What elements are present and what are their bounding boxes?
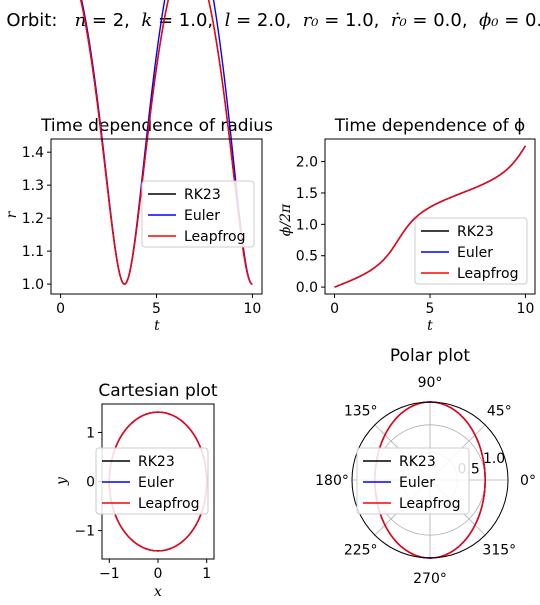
phi-ytick-label: 2.0 xyxy=(296,155,318,171)
legend-label-rk23: RK23 xyxy=(457,224,494,240)
polar-angle-label: 135° xyxy=(344,404,378,420)
param-symbol: n xyxy=(75,10,87,31)
polar-angle-label: 225° xyxy=(344,542,378,558)
radius-plot: Time dependence of radius 0 5 10 1.0 1.1 1.2 1… xyxy=(4,0,273,334)
radius-xtick-label: 5 xyxy=(152,301,161,317)
legend-label-leapfrog: Leapfrog xyxy=(457,266,518,282)
cartesian-ytick-label: −1 xyxy=(74,524,95,540)
phi-ytick-label: 0.5 xyxy=(296,249,318,265)
param-symbol: k xyxy=(141,10,152,31)
radius-plot-title: Time dependence of radius xyxy=(40,116,273,136)
phi-series-leapfrog xyxy=(334,145,527,288)
legend-box xyxy=(356,447,470,515)
polar-plot-title: Polar plot xyxy=(390,346,470,366)
legend-label-euler: Euler xyxy=(399,475,435,491)
radius-plot-ylabel: r xyxy=(4,210,20,218)
radius-series-leapfrog xyxy=(80,0,253,285)
cartesian-xtick-label: 1 xyxy=(202,566,211,582)
phi-plot: Time dependence of ϕ 0 5 10 0.0 0.5 1.0 1.5 2.0… xyxy=(278,116,536,334)
phi-ytick-label: 1.0 xyxy=(296,217,318,233)
legend-box xyxy=(414,217,528,285)
legend-label-leapfrog: Leapfrog xyxy=(184,229,245,245)
figure-title: Orbit: n = 2, k = 1.0, l = 2.0, r₀ = 1.0… xyxy=(6,10,540,31)
cartesian-plot: Cartesian plot −1 0 1 −1 0 1 x y RK23 Euler Lea… xyxy=(54,381,218,600)
cartesian-xtick-label: 0 xyxy=(154,566,163,582)
legend-box xyxy=(141,180,255,248)
cartesian-plot-legend: RK23 Euler Leapfrog xyxy=(95,447,209,515)
param-symbol: ṙ₀ xyxy=(391,10,407,31)
param-symbol: r₀ xyxy=(303,10,319,31)
legend-label-euler: Euler xyxy=(184,208,220,224)
cartesian-plot-title: Cartesian plot xyxy=(98,381,217,401)
phi-plot-xlabel: t xyxy=(427,318,433,334)
cartesian-plot-ylabel: y xyxy=(54,476,70,486)
polar-angle-label: 0° xyxy=(520,473,536,489)
polar-angle-label: 315° xyxy=(482,542,516,558)
legend-label-rk23: RK23 xyxy=(138,454,175,470)
polar-angle-label: 180° xyxy=(315,473,349,489)
phi-ytick-label: 1.5 xyxy=(296,186,318,202)
legend-label-leapfrog: Leapfrog xyxy=(138,496,199,512)
polar-angle-label: 45° xyxy=(487,404,512,420)
cartesian-xtick-label: −1 xyxy=(99,566,120,582)
radius-plot-xlabel: t xyxy=(154,318,160,334)
legend-label-euler: Euler xyxy=(457,245,493,261)
radius-plot-legend: RK23 Euler Leapfrog xyxy=(141,180,255,248)
phi-plot-ylabel: ϕ/2π xyxy=(278,203,294,236)
phi-xtick-label: 10 xyxy=(517,301,535,317)
phi-ytick-label: 0.0 xyxy=(296,280,318,296)
cartesian-plot-xlabel: x xyxy=(154,584,162,600)
polar-plot-legend: RK23 Euler Leapfrog xyxy=(356,447,470,515)
polar-angle-label: 270° xyxy=(413,571,447,587)
polar-plot: Polar plot 0°45°90°135°180°225°270°315°0… xyxy=(315,346,536,587)
legend-label-leapfrog: Leapfrog xyxy=(399,496,460,512)
phi-xtick-label: 0 xyxy=(330,301,339,317)
radius-xtick-label: 10 xyxy=(243,301,261,317)
param-symbol: l xyxy=(225,10,231,31)
radius-ytick-label: 1.2 xyxy=(22,211,44,227)
phi-plot-title: Time dependence of ϕ xyxy=(334,116,526,136)
legend-label-rk23: RK23 xyxy=(399,454,436,470)
param-symbol: ϕ₀ xyxy=(479,10,499,31)
legend-label-euler: Euler xyxy=(138,475,174,491)
radius-xtick-label: 0 xyxy=(56,301,65,317)
radius-ytick-label: 1.3 xyxy=(22,178,44,194)
radius-ytick-label: 1.1 xyxy=(22,244,44,260)
radius-ytick-label: 1.4 xyxy=(22,145,44,161)
phi-plot-legend: RK23 Euler Leapfrog xyxy=(414,217,528,285)
cartesian-ytick-label: 0 xyxy=(86,475,95,491)
cartesian-ytick-label: 1 xyxy=(86,425,95,441)
legend-label-rk23: RK23 xyxy=(184,187,221,203)
phi-xtick-label: 5 xyxy=(426,301,435,317)
radius-ytick-label: 1.0 xyxy=(22,277,44,293)
polar-angle-label: 90° xyxy=(418,375,443,391)
legend-box xyxy=(95,447,209,515)
polar-rtick-label: 1.0 xyxy=(483,451,505,467)
